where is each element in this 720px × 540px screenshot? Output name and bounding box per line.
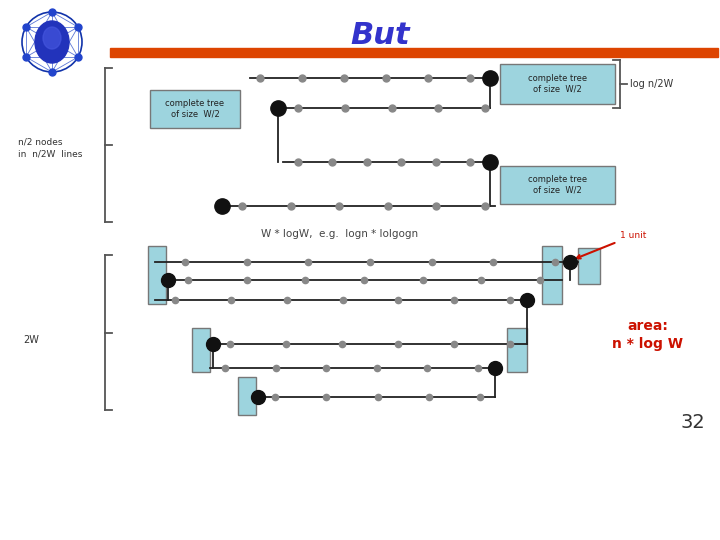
Bar [500,166,615,204]
Bar [110,48,718,57]
Text: complete tree
of size  W/2: complete tree of size W/2 [528,176,587,195]
Ellipse shape [35,21,69,63]
Bar [507,328,527,372]
Text: But: But [350,21,410,50]
Text: W * logW,  e.g.  logn * lolgogn: W * logW, e.g. logn * lolgogn [261,229,418,239]
Text: n/2 nodes
in  n/2W  lines: n/2 nodes in n/2W lines [18,137,82,159]
Bar [192,328,210,372]
Text: complete tree
of size  W/2: complete tree of size W/2 [166,99,225,119]
Bar [500,64,615,104]
Text: 32: 32 [680,413,705,431]
Text: complete tree
of size  W/2: complete tree of size W/2 [528,75,587,94]
Bar [238,377,256,415]
Bar [542,246,562,304]
Bar [578,248,600,284]
Text: 2W: 2W [23,335,39,345]
Text: area:
n * log W: area: n * log W [613,319,683,351]
Bar [150,90,240,128]
Bar [148,246,166,304]
Text: log n/2W: log n/2W [630,79,673,89]
Ellipse shape [43,27,61,49]
Text: 1 unit: 1 unit [577,231,647,259]
